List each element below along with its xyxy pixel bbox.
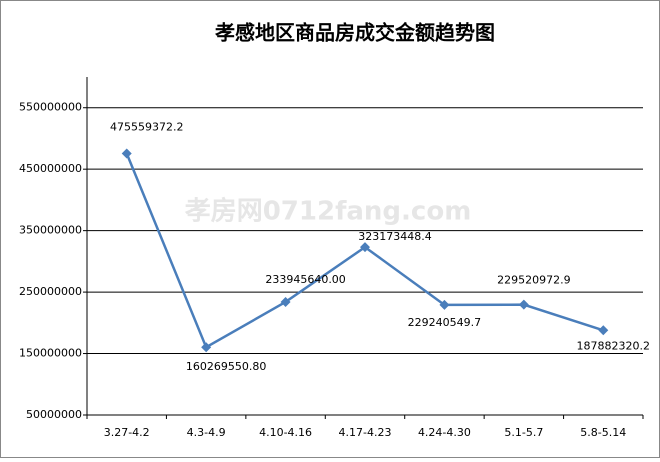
y-tick-label: 350000000 [19, 224, 82, 237]
point-marker [439, 299, 450, 310]
data-label: 187882320.2 [577, 339, 650, 352]
data-label: 323173448.4 [358, 230, 431, 243]
y-tick-label: 550000000 [19, 101, 82, 114]
y-tick-label: 50000000 [26, 408, 82, 421]
y-tick-label: 450000000 [19, 162, 82, 175]
x-tick-label: 4.17-4.23 [339, 426, 392, 439]
data-label: 475559372.2 [110, 120, 183, 133]
y-tick-label: 150000000 [19, 347, 82, 360]
point-marker [121, 148, 132, 159]
data-label: 233945640.00 [265, 273, 345, 286]
x-tick-label: 4.10-4.16 [259, 426, 312, 439]
x-tick-label: 5.1-5.7 [504, 426, 543, 439]
data-label: 160269550.80 [186, 360, 266, 373]
watermark: 孝房网0712fang.com [185, 196, 472, 227]
data-label: 229240549.7 [408, 316, 481, 329]
y-tick-label: 250000000 [19, 285, 82, 298]
point-marker [518, 299, 529, 310]
x-tick-label: 4.3-4.9 [187, 426, 226, 439]
x-tick-label: 3.27-4.2 [104, 426, 150, 439]
point-marker [360, 242, 370, 253]
x-tick-label: 4.24-4.30 [418, 426, 471, 439]
x-tick-label: 5.8-5.14 [580, 426, 626, 439]
chart-title: 孝感地区商品房成交金额趋势图 [214, 21, 495, 45]
data-label: 229520972.9 [497, 274, 570, 287]
point-marker [201, 342, 212, 353]
point-marker [280, 296, 291, 307]
point-marker [598, 325, 609, 336]
